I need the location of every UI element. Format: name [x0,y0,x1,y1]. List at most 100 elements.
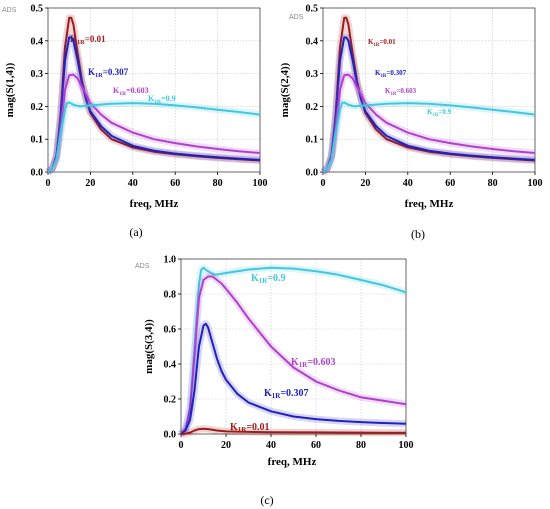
series-k1r-0-307 [45,34,261,175]
series-line [180,427,407,435]
x-tick-label: 20 [221,440,231,451]
series-label: K1R=0.603 [385,87,417,97]
series-k1r-0-603 [178,273,407,437]
series-label-value: =0.01 [246,422,269,433]
y-tick-label: 0.0 [306,168,319,179]
series-label-k: K [427,108,433,116]
series-k1r-0-603 [45,71,261,175]
y-tick-label: 0.1 [31,135,44,146]
y-tick-label: 0.5 [306,4,319,15]
series-label-sub: 1R [373,43,379,48]
series-label-sub: 1R [238,426,248,434]
series-line [47,36,261,173]
series-label-sub: 1R [380,74,386,79]
series-label: K1R=0.307 [375,69,407,79]
y-tick-label: 0.2 [31,102,44,113]
y-tick-label: 0.0 [31,168,44,179]
y-tick-label: 0.3 [31,69,44,80]
x-tick-label: 60 [170,178,180,189]
chart-c: ADS 0 20 40 60 80 100 0.0 0.2 0.4 0.6 0.8 1.0 freq, M… [135,255,414,508]
series-label-value: =0.9 [161,94,176,103]
x-tick-label: 20 [85,178,95,189]
x-tick-label: 0 [46,178,51,189]
series-k1r-0-9 [45,99,261,175]
x-axis-title: freq, MHz [405,198,454,210]
series-label-sub: 1R [95,72,103,79]
y-tick-label: 0.1 [306,135,319,146]
series-label-value: =0.307 [103,67,129,77]
series-label-k: K [291,357,299,368]
x-tick-label: 60 [311,440,321,451]
ads-tag: ADS [289,14,304,21]
series-label-value: =0.307 [386,69,406,77]
series-k1r-0-307 [320,34,536,175]
series-label-sub: 1R [390,92,396,97]
plot-frame [47,7,261,173]
series-label-k: K [375,69,381,77]
y-tick-label: 0.3 [306,69,319,80]
series-label: K1R=0.307 [88,67,129,79]
x-tick-label: 80 [213,178,223,189]
series-label: K1R=0.603 [113,86,149,97]
series-label: K1R=0.603 [291,357,336,369]
series-line [322,101,536,173]
series-label-value: =0.603 [396,87,416,95]
series-label-value: =0.01 [85,34,106,44]
series-label-k: K [251,273,259,284]
series-label-sub: 1R [119,91,127,97]
series-label-sub: 1R [259,277,269,285]
series-label: K1R=0.9 [427,108,452,118]
y-tick-label: 0.2 [164,395,177,406]
y-axis-title: mag(S(3,4)) [143,319,155,374]
series-label-sub: 1R [272,392,282,400]
x-tick-label: 0 [179,440,184,451]
series-label: K1R=0.01 [368,38,396,48]
y-tick-label: 1.0 [164,255,177,266]
plot-frame [180,258,407,435]
series-label-value: =0.603 [126,86,149,95]
x-tick-label: 40 [403,178,413,189]
ads-tag: ADS [135,263,150,270]
x-tick-label: 60 [445,178,455,189]
series-label-k: K [148,94,155,103]
series-label-value: =0.603 [307,357,335,368]
x-tick-label: 80 [488,178,498,189]
y-tick-label: 0.4 [306,36,319,47]
figure-caption: (c) [260,493,273,507]
x-tick-label: 100 [399,440,414,451]
series-label-value: =0.01 [379,38,396,46]
plot-frame [322,7,536,173]
y-axis-title: mag(S(2,4)) [279,62,291,117]
y-axis-title: mag(S(1,4)) [4,62,16,117]
series-label-sub: 1R [299,361,309,369]
series-label: K1R=0.01 [230,422,270,434]
series-label-k: K [88,67,95,77]
series-line [180,322,407,435]
series-label-k: K [70,34,77,44]
y-tick-label: 0.4 [164,360,177,371]
series-line [322,36,536,173]
y-tick-label: 0.4 [31,36,44,47]
x-tick-label: 100 [528,178,543,189]
ads-tag: ADS [2,7,17,14]
series-k1r-0-01 [180,425,407,438]
x-tick-label: 0 [321,178,326,189]
x-tick-label: 100 [253,178,268,189]
y-tick-label: 0.5 [31,4,44,15]
series-k1r-0-307 [178,320,407,437]
series-label-value: =0.307 [280,388,308,399]
x-tick-label: 20 [360,178,370,189]
series-label: K1R=0.9 [148,94,176,105]
series-label-k: K [113,86,120,95]
series-label: K1R=0.9 [251,273,286,285]
series-label-sub: 1R [77,39,85,46]
x-tick-label: 40 [128,178,138,189]
series-label: K1R=0.01 [70,34,106,46]
y-tick-label: 0.6 [164,325,177,336]
figure-caption: (b) [411,227,425,241]
series-label-sub: 1R [154,99,162,105]
y-tick-label: 0.8 [164,290,177,301]
chart-b: ADS 0 20 40 60 80 100 0.0 0.1 0.2 0.3 0.4 0.5 freq, M… [279,4,543,242]
series-k1r-0-603 [320,71,536,175]
x-axis-title: freq, MHz [130,198,179,210]
